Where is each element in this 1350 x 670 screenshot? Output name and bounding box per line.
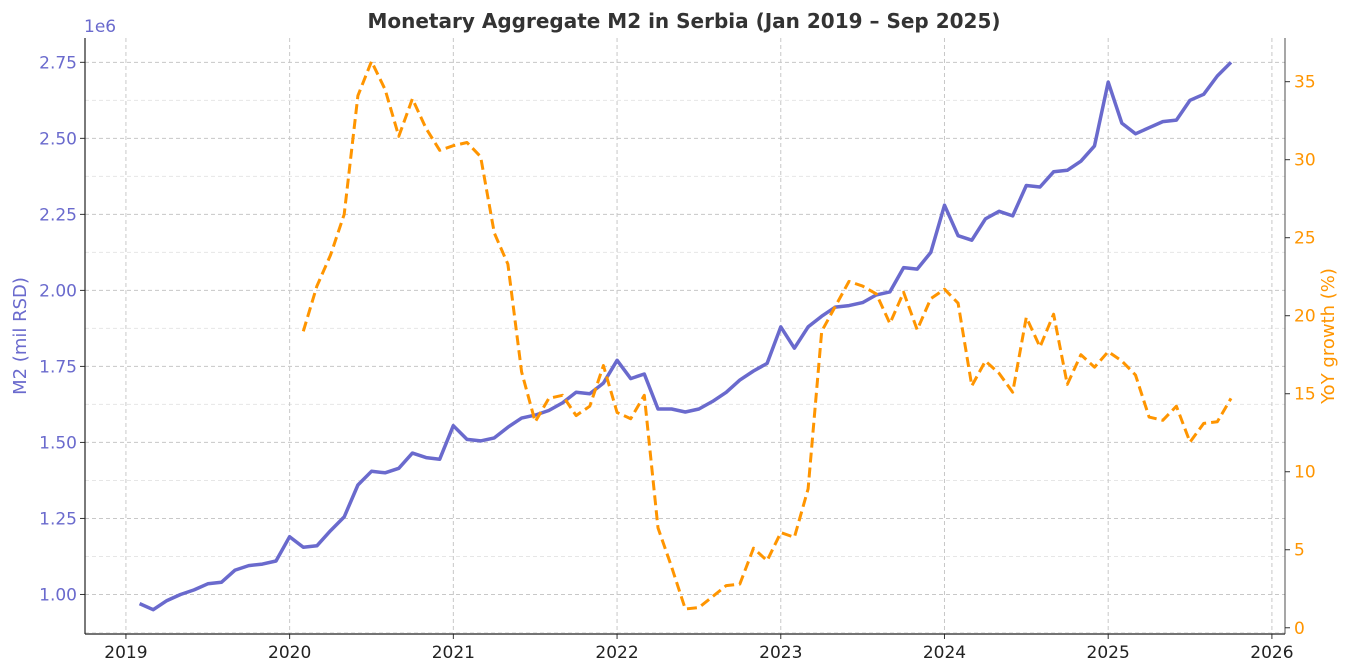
- y-axis-label: M2 (mil RSD): [10, 277, 31, 395]
- yoy-growth-line: [301, 59, 1233, 611]
- y-tick-label: 1.00: [39, 585, 77, 605]
- y2-tick-label: 5: [1294, 541, 1305, 561]
- y-tick-label: 1.50: [39, 433, 77, 453]
- y2-tick-label: 10: [1294, 463, 1316, 483]
- y2-tick-label: 15: [1294, 385, 1316, 405]
- chart-title: Monetary Aggregate M2 in Serbia (Jan 201…: [367, 9, 1000, 33]
- y2-tick-label: 25: [1294, 229, 1316, 249]
- y-tick-label: 2.00: [39, 281, 77, 301]
- x-tick-label: 2023: [759, 643, 802, 663]
- y-tick-label: 2.50: [39, 129, 77, 149]
- x-tick-label: 2022: [595, 643, 638, 663]
- y-tick-label: 2.25: [39, 205, 77, 225]
- y2-tick-label: 20: [1294, 307, 1316, 327]
- series-lines: [138, 59, 1233, 612]
- y2-tick-label: 35: [1294, 73, 1316, 93]
- x-tick-label: 2019: [104, 643, 147, 663]
- x-tick-label: 2025: [1087, 643, 1130, 663]
- x-tick-label: 2021: [432, 643, 475, 663]
- y2-tick-label: 0: [1294, 619, 1305, 639]
- x-tick-label: 2024: [923, 643, 966, 663]
- y2-axis-label: YoY growth (%): [1318, 268, 1339, 405]
- y-tick-label: 1.75: [39, 357, 77, 377]
- y-tick-label: 2.75: [39, 53, 77, 73]
- x-tick-label: 2026: [1250, 643, 1293, 663]
- m2-line: [138, 61, 1233, 612]
- y-tick-label: 1.25: [39, 509, 77, 529]
- gridlines: [85, 38, 1285, 634]
- x-tick-label: 2020: [268, 643, 311, 663]
- y-offset-label: 1e6: [84, 17, 116, 37]
- y2-tick-label: 30: [1294, 151, 1316, 171]
